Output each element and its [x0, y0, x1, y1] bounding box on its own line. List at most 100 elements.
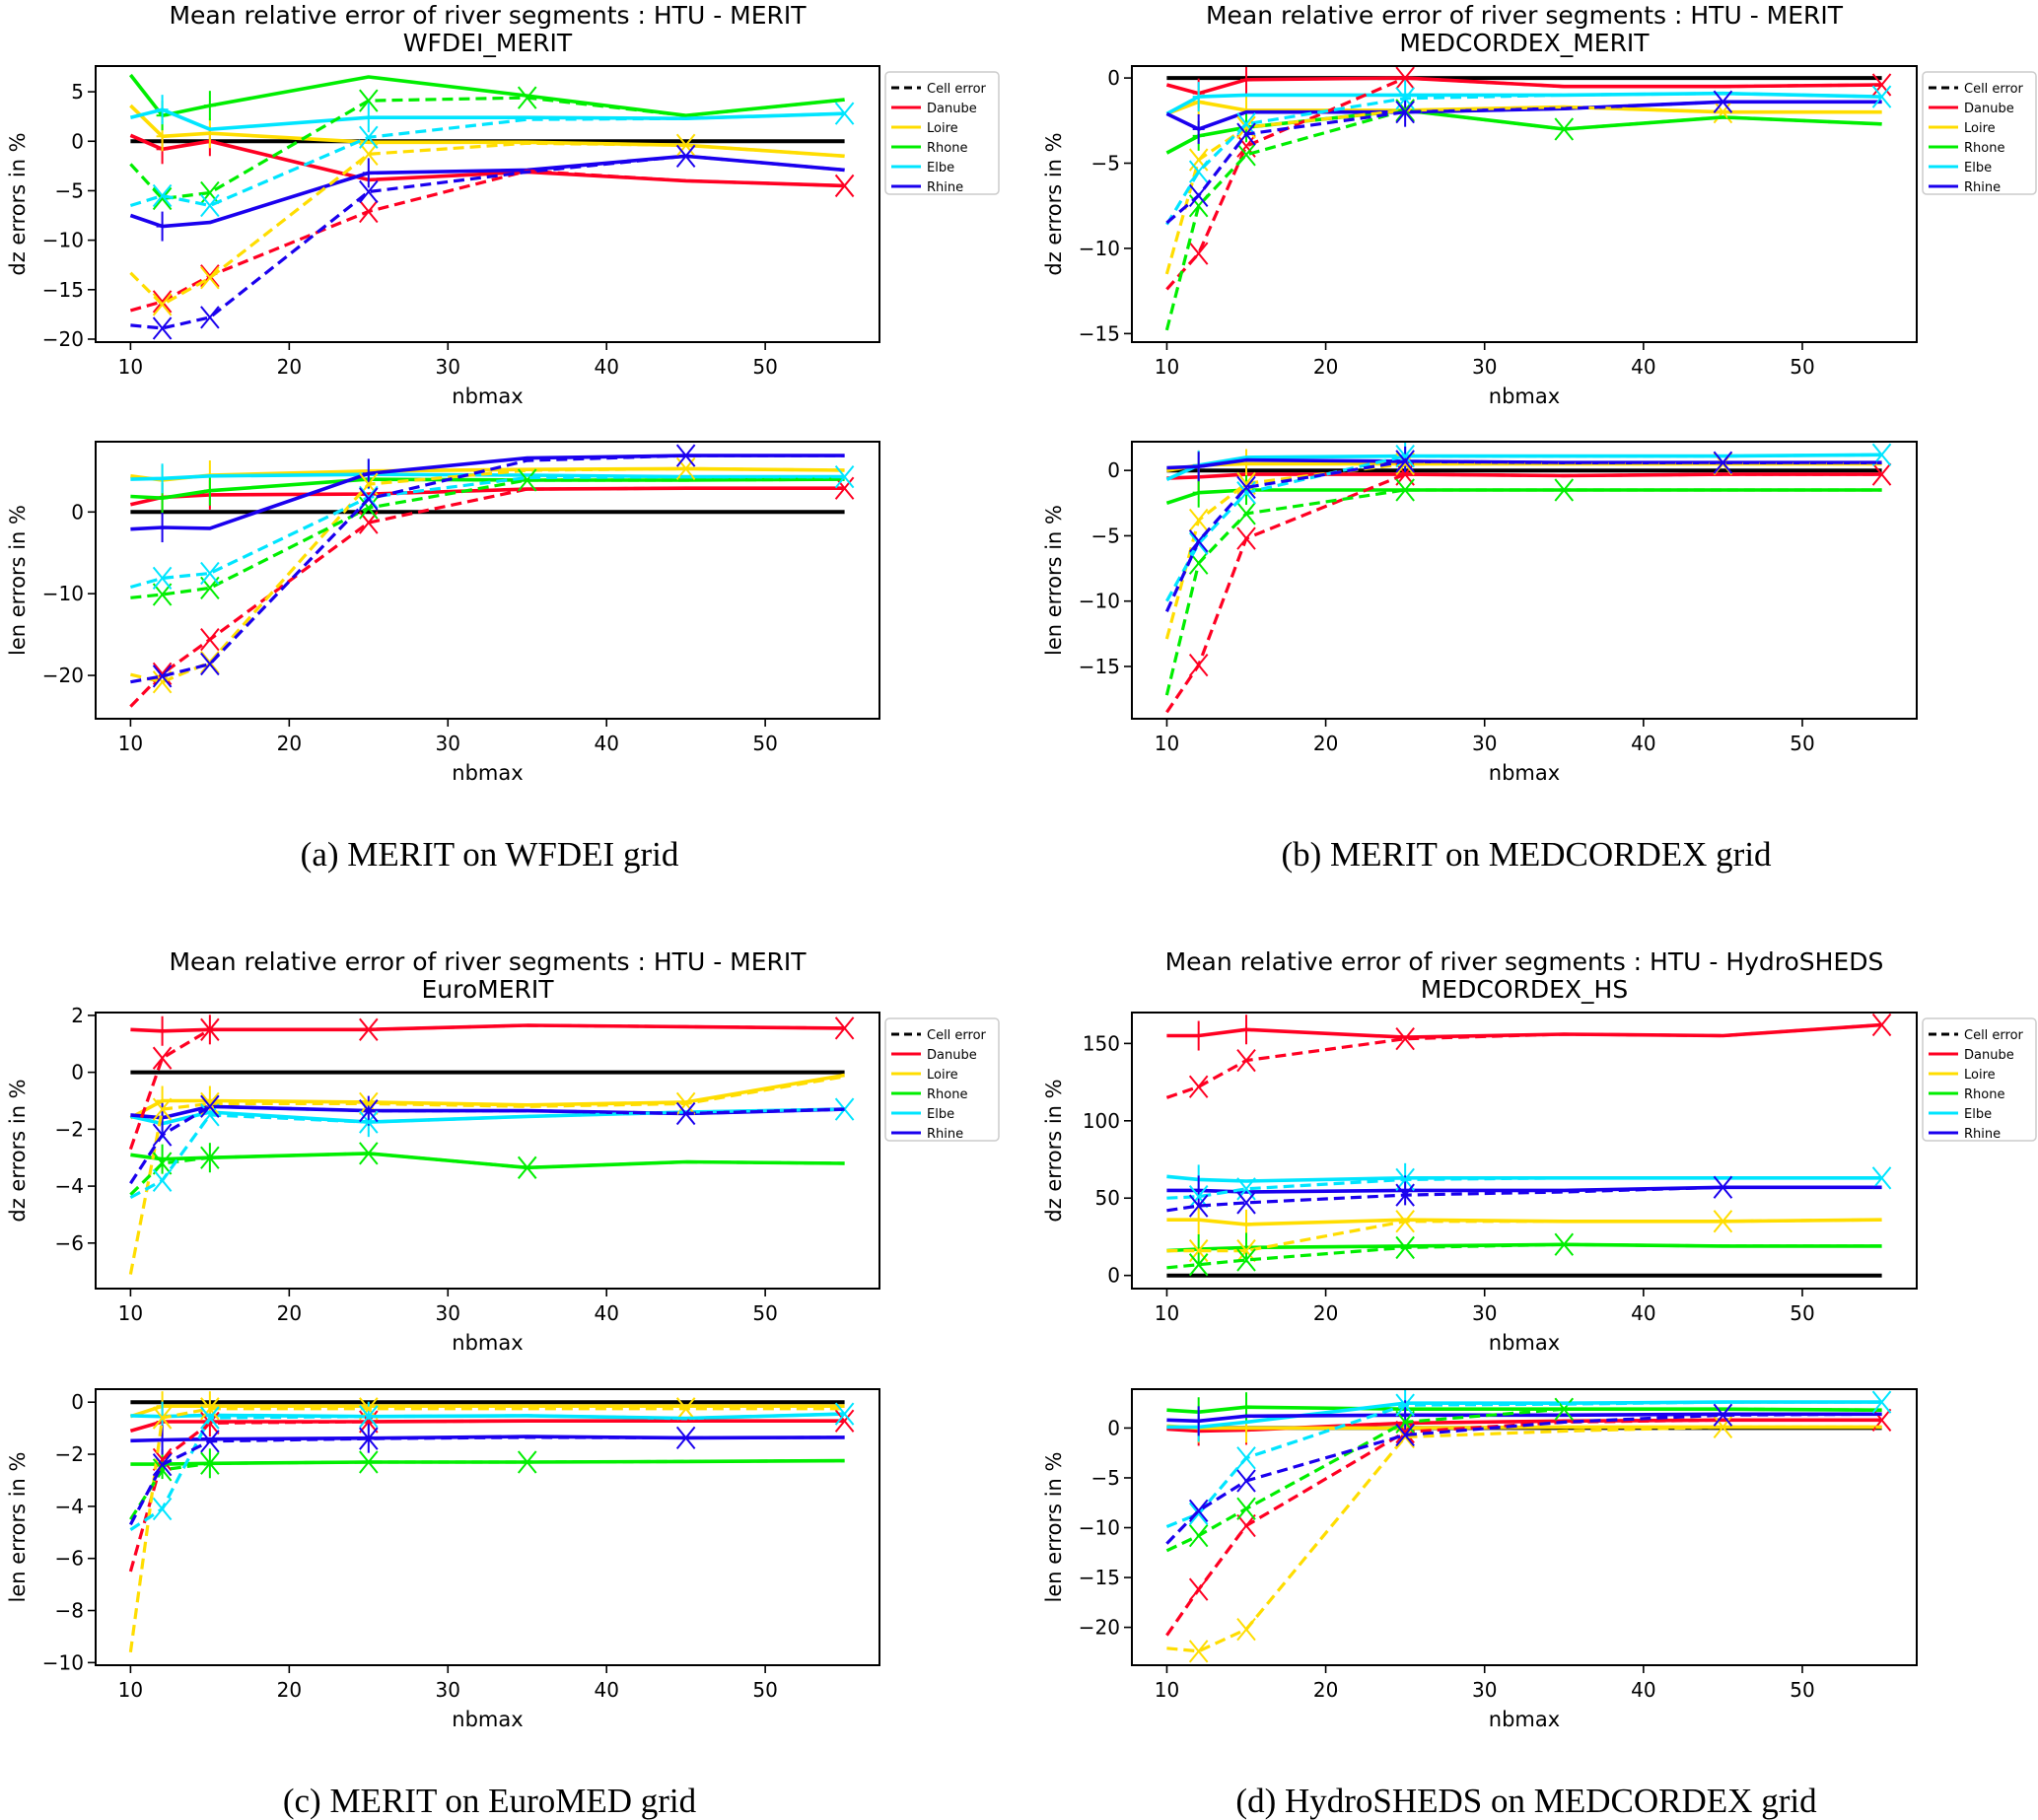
x-marker — [1236, 1446, 1256, 1470]
chart-title: Mean relative error of river segments : … — [1206, 1, 1844, 30]
x-marker — [1188, 654, 1209, 677]
x-marker — [1236, 1513, 1256, 1538]
x-marker — [1188, 1523, 1209, 1548]
x-axis-label: nbmax — [452, 1708, 523, 1731]
y-tick-label: −20 — [42, 327, 84, 351]
y-tick-label: −10 — [42, 582, 84, 605]
series-line-elbe-dashed — [129, 1412, 845, 1531]
y-axis-label: len errors in % — [6, 505, 30, 656]
chart-title: Mean relative error of river segments : … — [169, 1, 807, 30]
x-tick-label: 10 — [1155, 732, 1179, 755]
x-marker — [1395, 1423, 1415, 1447]
y-tick-label: 0 — [71, 1061, 84, 1085]
x-marker — [1188, 529, 1209, 553]
x-marker — [152, 1152, 173, 1175]
legend-item: Elbe — [1929, 1107, 1992, 1122]
y-axis-label: dz errors in % — [6, 132, 30, 275]
plus-marker — [156, 463, 169, 494]
legend-item: Rhine — [1929, 1127, 2001, 1142]
series-group — [1164, 66, 1892, 331]
x-axis-label: nbmax — [1489, 385, 1560, 408]
chart-subtitle: MEDCORDEX_MERIT — [1399, 29, 1650, 57]
series-group — [1165, 1013, 1892, 1278]
x-marker — [1395, 1393, 1415, 1417]
y-tick-label: −5 — [1091, 524, 1120, 547]
x-tick-label: 40 — [1631, 1678, 1655, 1702]
x-tick-label: 40 — [594, 1301, 618, 1325]
x-marker — [675, 444, 696, 467]
x-marker — [1188, 1185, 1209, 1209]
x-tick-label: 40 — [1631, 732, 1655, 755]
plus-marker — [156, 513, 169, 543]
x-marker — [1395, 1027, 1415, 1051]
legend-box — [1922, 1017, 2037, 1142]
x-marker — [152, 183, 173, 208]
x-marker — [152, 566, 173, 591]
y-tick-label: −15 — [1079, 1566, 1120, 1589]
x-marker — [834, 476, 855, 500]
x-tick-label: 20 — [277, 1678, 302, 1702]
axes-frame — [95, 441, 880, 720]
x-marker — [1395, 450, 1415, 473]
x-marker — [152, 316, 173, 340]
x-marker — [517, 468, 537, 492]
chart-title: Mean relative error of river segments : … — [169, 947, 807, 976]
y-tick-label: −10 — [1079, 590, 1120, 613]
x-marker — [1395, 478, 1415, 502]
series-line-danube-solid — [1166, 472, 1882, 480]
legend: Cell error Danube Loire Rhone Elbe Rhine — [884, 71, 1000, 195]
y-tick-label: 100 — [1083, 1109, 1120, 1133]
legend-item: Rhone — [1929, 1087, 2004, 1102]
y-tick-label: −5 — [1091, 1466, 1120, 1490]
legend-label: Rhone — [1964, 1087, 2004, 1102]
legend-item: Elbe — [891, 161, 954, 175]
x-marker — [200, 652, 220, 676]
x-tick-label: 50 — [1790, 1678, 1814, 1702]
series-line-danube-dashed — [128, 1419, 845, 1573]
x-marker — [359, 1098, 379, 1123]
y-tick-label: −10 — [42, 1650, 84, 1674]
x-marker — [1395, 1235, 1415, 1260]
x-marker — [1554, 1232, 1575, 1256]
x-tick-label: 40 — [594, 355, 618, 379]
series-line-rhone-dashed — [129, 1152, 845, 1196]
plus-marker — [203, 475, 216, 506]
x-tick-label: 50 — [752, 355, 777, 379]
legend-item: Elbe — [891, 1107, 954, 1122]
axes-frame — [1131, 1012, 1918, 1290]
x-marker — [1871, 73, 1892, 97]
plus-marker — [156, 1015, 169, 1046]
y-tick-label: 0 — [1107, 1264, 1120, 1288]
series-line-elbe-dashed — [129, 1107, 845, 1200]
figure-caption: (c) MERIT on EuroMED grid — [283, 1782, 697, 1820]
x-marker — [359, 1405, 379, 1429]
plus-marker — [1240, 1015, 1253, 1045]
legend-box — [884, 1017, 1000, 1142]
x-marker — [359, 1110, 379, 1134]
series-line-danube-solid — [1166, 1022, 1882, 1039]
y-tick-label: −6 — [55, 1231, 84, 1255]
y-axis-label: dz errors in % — [6, 1079, 30, 1222]
x-tick-label: 40 — [594, 732, 618, 755]
x-marker — [675, 144, 696, 168]
x-axis-label: nbmax — [452, 385, 523, 408]
x-tick-label: 30 — [436, 355, 460, 379]
x-axis-label: nbmax — [452, 761, 523, 785]
series-line-rhine-dashed — [128, 1435, 845, 1526]
x-tick-label: 20 — [1313, 732, 1338, 755]
x-marker — [200, 627, 220, 652]
plus-marker — [1192, 452, 1205, 482]
legend-item: Danube — [891, 1048, 977, 1063]
legend-item: Cell error — [1929, 82, 2024, 97]
series-line-rhine-solid — [130, 1435, 845, 1443]
legend-label: Rhone — [1964, 141, 2004, 156]
x-marker — [152, 665, 173, 688]
legend-label: Danube — [927, 102, 977, 116]
x-marker — [200, 1397, 220, 1421]
legend-item: Rhine — [891, 180, 963, 195]
x-marker — [200, 306, 220, 329]
legend-label: Danube — [1964, 102, 2014, 116]
legend-item: Danube — [891, 102, 977, 116]
y-tick-label: −4 — [55, 1174, 84, 1198]
x-tick-label: 20 — [1313, 355, 1338, 379]
